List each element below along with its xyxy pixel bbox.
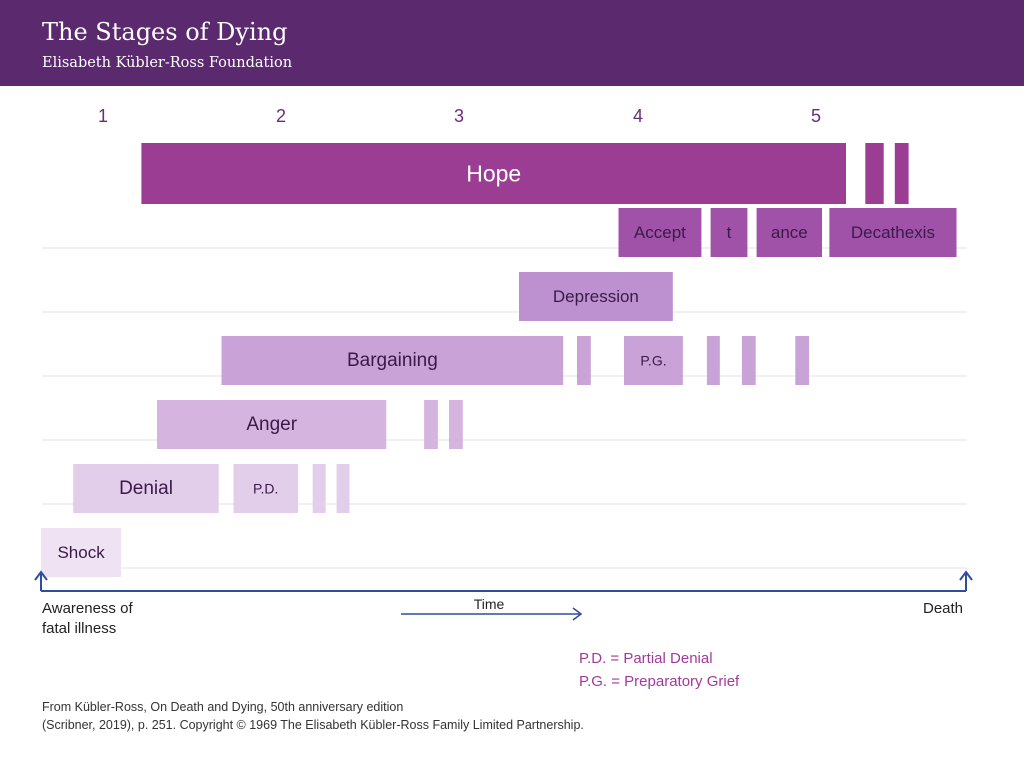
bar-bargaining-bargaining [221,336,564,385]
legend-partial-denial: P.D. = Partial Denial [579,650,713,667]
stage-number-1: 1 [98,106,108,126]
header-banner: The Stages of Dying Elisabeth Kübler-Ros… [0,0,1024,86]
stage-number-3: 3 [454,106,464,126]
stage-number-5: 5 [811,106,821,126]
stage-number-2: 2 [276,106,286,126]
page-subtitle: Elisabeth Kübler-Ross Foundation [42,55,293,71]
bar-acceptance-t [710,208,748,257]
bar-anger-anger [157,400,387,449]
bar-denial-segment [336,464,350,513]
bar-denial-p-d [233,464,298,513]
bar-acceptance-ance [756,208,822,257]
stage-numbers: 1 2 3 4 5 [98,106,821,126]
bar-label-acceptance: Accept [634,223,686,242]
bar-label-bargaining: Bargaining [347,350,438,371]
bar-depression-depression [519,272,673,321]
awareness-label-line2: fatal illness [42,620,117,637]
page-title: The Stages of Dying [42,18,288,46]
bar-anger-segment [449,400,463,449]
bar-bargaining-segment [795,336,810,385]
bar-label-acceptance: ance [771,223,808,242]
death-label: Death [923,600,964,617]
time-axis: Time [34,570,973,621]
bar-denial-denial [73,464,219,513]
bar-acceptance-decathexis [829,208,957,257]
bar-hope-segment [865,143,884,204]
bar-hope-segment [894,143,909,204]
bar-label-acceptance: t [727,223,732,242]
bar-label-depression: Depression [553,287,639,306]
bar-shock-shock [41,528,122,577]
bar-denial-segment [312,464,326,513]
source-line-1: From Kübler-Ross, On Death and Dying, 50… [42,700,404,714]
axis-left-arrow-icon [34,570,48,581]
bar-label-hope: Hope [466,161,521,187]
time-label: Time [474,596,505,612]
bar-hope-hope [141,143,846,204]
time-label-bg [465,596,513,613]
bar-label-acceptance: Decathexis [851,223,935,242]
stage-bars: Hope Accept t ance Decathexis Depression Barga… [41,143,957,577]
bar-label-bargaining: P.G. [640,353,666,369]
bar-bargaining-segment [706,336,720,385]
bar-label-denial: P.D. [253,481,278,497]
bar-anger-segment [424,400,438,449]
source-line-2: (Scribner, 2019), p. 251. Copyright © 19… [42,718,584,732]
bar-bargaining-segment [577,336,591,385]
bar-label-denial: Denial [119,478,173,499]
bar-label-anger: Anger [246,414,297,435]
stage-number-4: 4 [633,106,643,126]
time-arrow-icon [572,607,583,621]
bar-acceptance-accept [618,208,702,257]
legend-preparatory-grief: P.G. = Preparatory Grief [579,673,740,690]
awareness-label: Awareness of fatal illness [42,599,133,639]
awareness-label-line1: Awareness of [42,600,133,617]
axis-right-arrow-icon [959,570,973,581]
bar-bargaining-p-g [624,336,683,385]
bar-bargaining-segment [741,336,756,385]
bar-label-shock: Shock [57,543,105,562]
